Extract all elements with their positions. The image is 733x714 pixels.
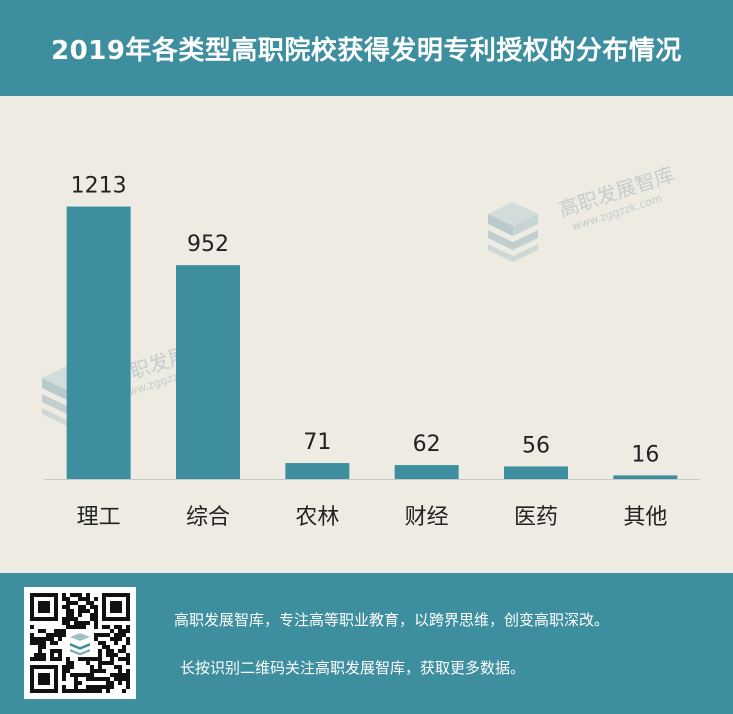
qr-code[interactable] — [24, 587, 136, 699]
bar-chart: 1213 理工 952 综合 71 农林 62 财经 56 医药 16 其他 — [44, 174, 700, 530]
category-label-2: 农林 — [295, 505, 339, 530]
category-label-1: 综合 — [186, 505, 230, 530]
data-label-2: 71 — [303, 430, 331, 455]
bar-5 — [613, 475, 678, 479]
header-banner: 2019年各类型高职院校获得发明专利授权的分布情况 — [0, 0, 733, 96]
bar-0 — [66, 206, 131, 479]
stacked-books-logo-icon — [488, 202, 538, 262]
category-label-3: 财经 — [405, 505, 449, 530]
bar-4 — [504, 466, 568, 479]
footer-banner: 高职发展智库，专注高等职业教育，以跨界思维，创变高职深改。 长按识别二维码关注高… — [0, 573, 733, 714]
chart-area: 高职发展智库 www.zggzzk.com 高职发展智库 www.zggzzk.… — [0, 96, 733, 573]
data-label-1: 952 — [187, 232, 229, 257]
data-label-4: 56 — [522, 433, 550, 458]
data-label-3: 62 — [413, 432, 441, 457]
bar-1 — [176, 265, 240, 479]
bar-3 — [394, 465, 459, 479]
footer-slogan: 高职发展智库，专注高等职业教育，以跨界思维，创变高职深改。 — [174, 611, 610, 629]
data-label-5: 16 — [631, 442, 659, 467]
footer-qr-hint: 长按识别二维码关注高职发展智库，获取更多数据。 — [180, 659, 526, 677]
watermark-top-right: 高职发展智库 www.zggzzk.com — [478, 162, 708, 268]
category-label-4: 医药 — [514, 505, 558, 530]
data-label-0: 1213 — [71, 174, 127, 199]
category-label-0: 理工 — [77, 505, 121, 530]
category-label-5: 其他 — [623, 505, 667, 530]
qr-code-icon — [30, 593, 130, 693]
chart-title: 2019年各类型高职院校获得发明专利授权的分布情况 — [51, 35, 682, 66]
bar-2 — [285, 463, 350, 479]
